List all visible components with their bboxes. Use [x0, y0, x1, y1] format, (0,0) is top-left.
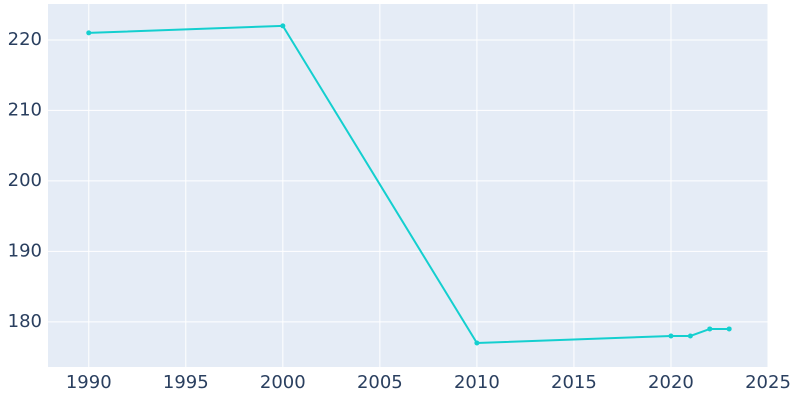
data-point: [668, 333, 674, 339]
x-tick-label: 2020: [648, 372, 694, 393]
y-tick-label: 220: [8, 29, 42, 50]
data-point: [280, 23, 286, 29]
data-point: [726, 326, 732, 332]
y-tick-label: 210: [8, 99, 42, 120]
y-tick-label: 190: [8, 240, 42, 261]
x-tick-label: 2005: [357, 372, 403, 393]
y-tick-label: 200: [8, 170, 42, 191]
x-tick-label: 2010: [454, 372, 500, 393]
data-point: [86, 30, 92, 36]
x-tick-label: 1995: [163, 372, 209, 393]
y-tick-label: 180: [8, 311, 42, 332]
x-tick-label: 2015: [551, 372, 597, 393]
x-tick-label: 2025: [745, 372, 791, 393]
data-point: [687, 333, 693, 339]
data-point: [474, 340, 480, 346]
plot-background: [48, 4, 768, 367]
x-tick-label: 1990: [66, 372, 112, 393]
x-tick-label: 2000: [260, 372, 306, 393]
data-point: [707, 326, 713, 332]
